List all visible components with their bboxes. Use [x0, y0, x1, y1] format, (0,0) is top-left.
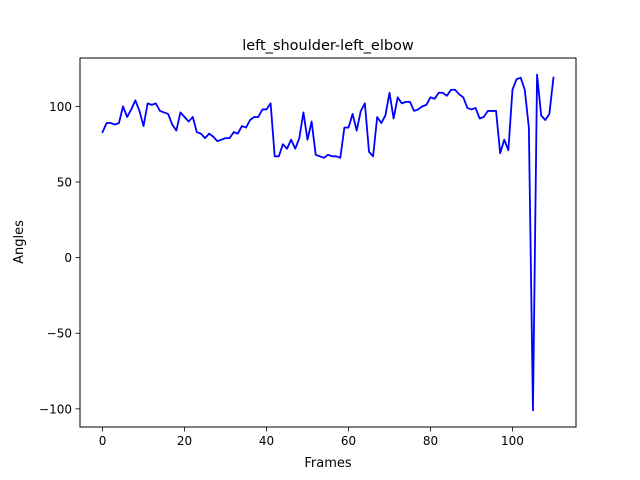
y-tick-label: −100 [39, 402, 72, 416]
x-axis-ticks: 0 20 40 60 80 100 [99, 427, 524, 448]
x-tick-label: 0 [99, 434, 107, 448]
y-tick-label: 100 [49, 100, 72, 114]
x-axis-label: Frames [304, 456, 352, 471]
x-tick-label: 40 [259, 434, 274, 448]
chart-title: left_shoulder-left_elbow [242, 38, 414, 54]
x-tick-label: 80 [423, 434, 438, 448]
series-line [101, 73, 555, 412]
y-tick-label: −50 [47, 327, 72, 341]
plot-area [101, 73, 555, 412]
y-axis-label: Angles [12, 220, 27, 264]
x-tick-label: 100 [501, 434, 524, 448]
x-tick-label: 20 [177, 434, 192, 448]
x-tick-label: 60 [341, 434, 356, 448]
y-tick-label: 50 [57, 176, 72, 190]
y-axis-ticks: −100 −50 0 50 100 [39, 100, 80, 416]
axes-frame [79, 57, 577, 428]
y-tick-label: 0 [64, 251, 72, 265]
